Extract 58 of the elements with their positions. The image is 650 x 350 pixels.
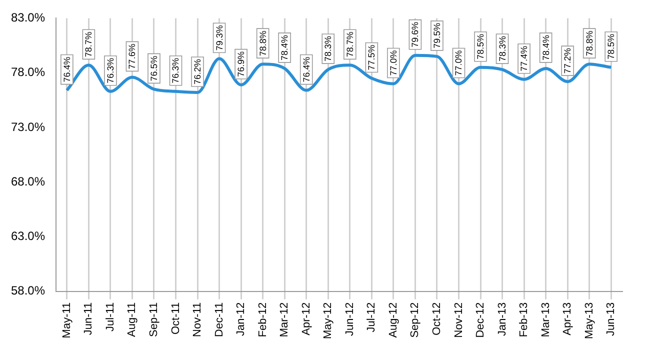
data-label: 78.4% (280, 34, 290, 60)
x-tick-label: Dec-12 (474, 302, 487, 338)
x-tick-label: Feb-13 (518, 302, 530, 338)
x-tick-label: May-11 (60, 302, 73, 338)
data-label: 78.3% (323, 36, 334, 62)
x-tick-label: Aug-11 (126, 302, 138, 337)
x-tick-label: Sep-11 (148, 302, 160, 337)
x-tick-label: Mar-12 (278, 302, 291, 338)
data-label: 76.3% (105, 58, 116, 84)
x-tick-label: Nov-12 (452, 302, 465, 338)
data-label: 76.4% (301, 56, 312, 82)
x-tick-label: Nov-11 (192, 302, 204, 337)
data-label: 77.2% (562, 48, 573, 74)
data-label: 78.5% (475, 34, 486, 60)
y-tick-label: 73.0% (10, 120, 46, 134)
x-tick-label: Jun-12 (344, 302, 356, 336)
x-tick-label: Dec-11 (213, 302, 226, 337)
data-label: 78.8% (258, 30, 268, 56)
x-tick-label: Oct-11 (170, 302, 182, 335)
y-tick-label: 68.0% (10, 174, 46, 188)
data-label: 78.8% (584, 30, 594, 56)
x-tick-label: Jul-11 (104, 302, 116, 332)
x-tick-label: Apr-12 (300, 302, 312, 336)
y-tick-label: 58.0% (10, 284, 46, 298)
data-label: 78.4% (540, 34, 551, 60)
data-label: 77.0% (454, 50, 464, 76)
data-label: 77.5% (366, 44, 377, 70)
y-tick-label: 83.0% (10, 10, 46, 25)
x-tick-label: May-13 (583, 302, 596, 340)
data-label: 78.7% (84, 32, 94, 58)
x-tick-label: Sep-12 (409, 302, 422, 338)
x-tick-label: Feb-12 (256, 302, 269, 338)
y-tick-label: 63.0% (10, 229, 46, 244)
data-label: 77.4% (519, 46, 530, 72)
data-label: 76.5% (148, 56, 159, 82)
data-label: 76.3% (170, 58, 181, 84)
data-label: 79.5% (432, 22, 442, 48)
y-tick-label: 78.0% (10, 65, 46, 80)
x-tick-label: Jun-13 (605, 302, 618, 336)
data-label: 76.9% (236, 51, 246, 77)
data-label: 76.4% (62, 56, 72, 82)
x-tick-label: Jan-13 (496, 302, 508, 336)
data-label: 79.6% (410, 22, 420, 48)
data-label: 77.0% (388, 50, 398, 76)
data-label: 78.5% (606, 34, 616, 60)
x-tick-label: Aug-12 (387, 302, 400, 338)
x-tick-label: Jul-12 (366, 302, 378, 332)
x-tick-label: Apr-13 (562, 302, 574, 336)
data-label: 78.7% (344, 32, 355, 58)
x-tick-label: Jun-11 (82, 302, 95, 336)
x-tick-label: May-12 (322, 302, 334, 340)
data-label: 76.2% (192, 58, 203, 84)
x-tick-label: Mar-13 (540, 302, 552, 338)
x-tick-label: Jan-12 (235, 302, 248, 336)
x-tick-label: Oct-12 (431, 302, 443, 336)
data-label: 77.6% (127, 44, 138, 70)
data-label: 79.3% (214, 25, 224, 51)
data-label: 78.3% (497, 36, 508, 62)
